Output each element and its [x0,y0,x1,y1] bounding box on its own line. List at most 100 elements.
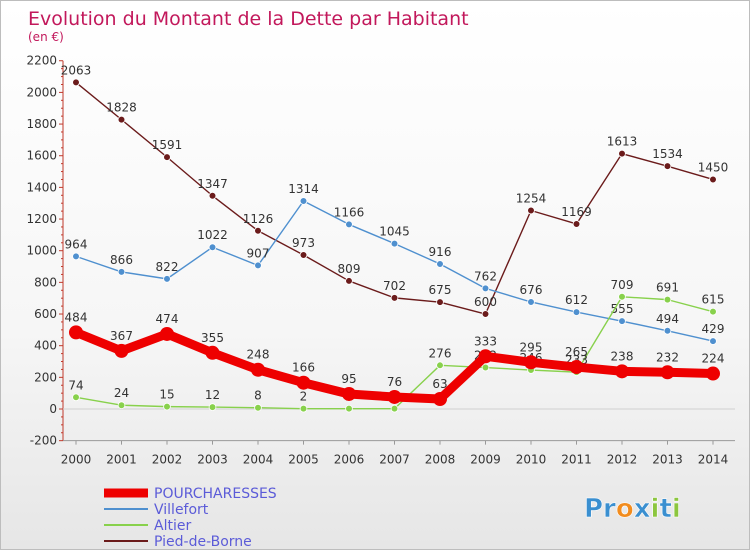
legend-label-pied-de-borne: Pied-de-Borne [154,534,252,549]
data-point [390,404,399,413]
data-label: 1254 [516,191,547,205]
series-group: 2063 1828 1591 1347 1126 973 809 702 675 600 1254 1… [61,63,729,413]
data-label: 224 [702,352,725,366]
data-point [663,295,672,304]
data-point [618,292,626,301]
data-label: 494 [656,312,679,326]
data-point [69,325,83,340]
x-tick-label: 2010 [516,453,547,467]
data-point [342,386,356,401]
data-label: 964 [65,237,88,251]
data-label: 1591 [152,138,183,152]
data-point [618,149,626,158]
data-point [72,252,80,261]
data-label: 95 [341,372,356,386]
data-point [296,375,311,390]
data-label: 702 [383,279,406,293]
data-point [524,355,538,370]
data-label: 1022 [197,228,228,242]
data-point [618,317,626,325]
data-point [527,298,535,306]
data-label: 675 [429,283,452,297]
data-point [117,115,126,124]
y-tick-label: 2000 [26,85,57,99]
chart-title: Evolution du Montant de la Dette par Hab… [28,8,469,30]
data-label: 24 [114,386,129,400]
data-point [345,404,353,413]
data-label: 809 [338,262,361,276]
data-point [660,365,675,380]
data-point [251,362,265,377]
data-label: 295 [520,340,543,354]
data-point [709,337,717,345]
data-label: 1166 [334,205,365,219]
data-point [299,251,308,259]
data-label: 74 [68,378,83,392]
data-point [709,175,717,184]
chart-subtitle: (en €) [28,30,64,44]
y-tick-label: 200 [34,370,57,384]
x-tick-label: 2001 [106,453,137,467]
data-label: 907 [247,246,270,260]
data-point [615,364,629,379]
data-point [436,260,444,268]
x-tick-label: 2006 [334,453,365,467]
y-tick-label: 1400 [26,180,57,194]
series-pied-de-borne: 2063 1828 1591 1347 1126 973 809 702 675 600 1254 1… [61,63,729,318]
y-tick-label: 800 [34,275,57,289]
y-tick-label: 1000 [26,244,57,258]
data-point [481,363,490,372]
data-label: 276 [429,346,452,360]
logo-text: Proxiti [584,494,681,524]
data-label: 709 [611,278,634,292]
data-point [433,392,447,407]
data-point [72,393,80,402]
data-point [163,275,171,283]
data-point [663,162,672,170]
data-point [254,261,262,270]
data-label: 691 [656,281,679,295]
data-point [163,402,171,411]
data-label: 265 [565,345,588,359]
x-tick-label: 2013 [652,453,683,467]
legend: POURCHARESSESVillefortAltierPied-de-Born… [104,486,277,549]
data-point [163,153,171,161]
data-point [387,389,402,404]
data-point [706,366,720,381]
data-label: 866 [110,253,133,267]
proxiti-logo: Proxiti [584,494,681,525]
legend-label-altier: Altier [154,518,191,534]
data-point [208,243,217,252]
data-label: 1534 [652,147,683,161]
data-point [254,226,262,235]
data-label: 1347 [197,177,228,191]
x-tick-label: 2005 [288,453,319,467]
data-point [208,403,217,411]
data-point [481,284,490,293]
data-point [478,349,493,364]
data-label: 333 [474,334,497,348]
y-tick-label: 1800 [26,117,57,131]
data-label: 1450 [698,160,729,174]
data-label: 232 [656,350,679,364]
data-label: 429 [702,322,725,336]
data-label: 63 [432,377,447,391]
x-tick-label: 2004 [243,453,274,467]
data-point [663,326,672,335]
data-point [299,404,308,413]
data-label: 15 [159,388,174,402]
data-label: 1126 [243,212,274,226]
data-label: 76 [387,375,402,389]
data-point [114,343,129,358]
data-point [572,308,581,316]
data-label: 474 [156,312,179,326]
y-tick-label: -200 [30,434,57,448]
data-label: 762 [474,269,497,283]
y-tick-label: 600 [34,307,57,321]
data-label: 2063 [61,63,92,77]
data-label: 1828 [106,101,137,115]
x-tick-label: 2002 [152,453,183,467]
